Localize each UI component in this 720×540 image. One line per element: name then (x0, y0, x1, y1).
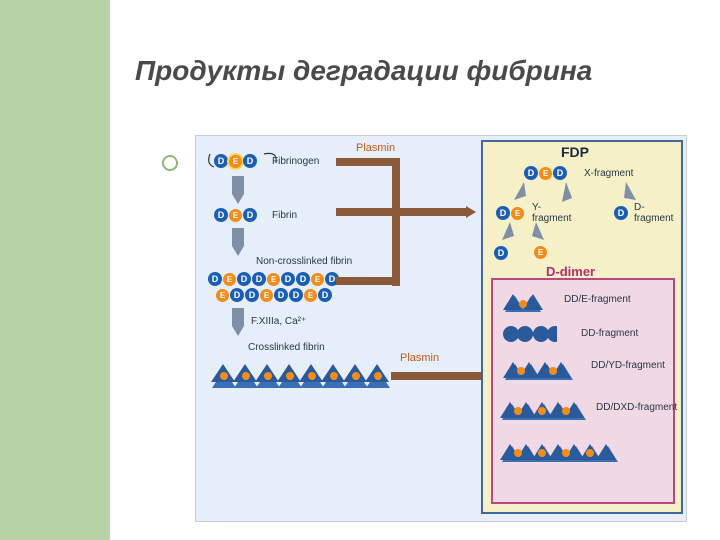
dde-fragment-label: DD/E-fragment (564, 294, 631, 305)
y-fragment-molecule: DE (496, 206, 524, 220)
arrow-icon (232, 194, 244, 204)
ddyd-fragment-label: DD/YD-fragment (591, 360, 665, 371)
bullet-icon (162, 155, 178, 171)
dddxd-fragment-shape-long (496, 436, 626, 481)
fibrin-label: Fibrin (272, 210, 297, 221)
dddxd-fragment-label: DD/DXD-fragment (596, 402, 677, 413)
plasmin-label-top: Plasmin (356, 142, 395, 154)
d-single: D (494, 246, 508, 260)
arrow-icon (232, 326, 244, 336)
arrow-icon (232, 228, 244, 246)
d-fragment-molecule: D (614, 206, 628, 220)
dde-fragment-shape (499, 288, 549, 321)
fibrinogen-label: Fibrinogen (272, 156, 319, 167)
slide-title: Продукты деградации фибрина (135, 55, 592, 87)
crosslinked-label: Crosslinked fibrin (248, 342, 325, 353)
arrow-icon (232, 246, 244, 256)
arrows-from-y (492, 222, 572, 246)
slide: Продукты деградации фибрина DED Fibrinog… (0, 0, 720, 540)
fibrin-molecule: DED (214, 208, 257, 222)
e-single: E (534, 246, 547, 259)
noncross-row1: DED DED DED (208, 272, 339, 286)
fxiii-label: F.XIIIa, Ca²⁺ (251, 316, 306, 327)
ddyd-fragment-shape (499, 354, 579, 389)
fdp-title: FDP (561, 144, 589, 160)
x-fragment-label: X-fragment (584, 168, 633, 179)
dd-fragment-label: DD-fragment (581, 328, 638, 339)
fibrin-diagram: DED Fibrinogen DED Fibrin Non-crosslinke… (195, 135, 687, 522)
noncross-row2: ED DED DED (216, 288, 332, 302)
dd-fragment-shape (502, 324, 557, 349)
y-fragment-label: Y-fragment (532, 202, 576, 224)
sidebar (0, 0, 110, 540)
dddxd-fragment-shape (496, 394, 596, 439)
plasmin-label-bottom: Plasmin (400, 352, 439, 364)
crosslinked-chain (204, 358, 404, 399)
arrow-icon (232, 308, 244, 326)
plasmin-bracket-top (326, 156, 476, 291)
arrow-icon (232, 176, 244, 194)
x-fragment-molecule: DED (524, 166, 567, 180)
ddimer-title: D-dimer (546, 264, 595, 279)
d-fragment-label: D-fragment (634, 202, 678, 224)
